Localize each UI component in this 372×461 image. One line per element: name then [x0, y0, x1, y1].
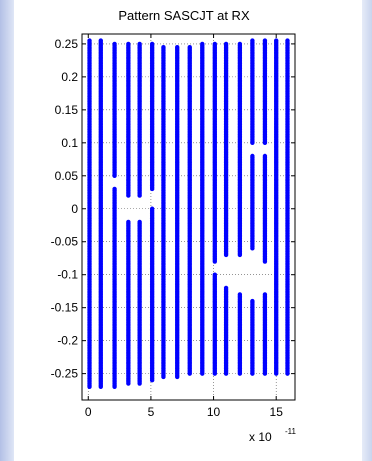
data-points [87, 38, 290, 390]
data-point [237, 41, 243, 47]
data-point [212, 41, 218, 47]
y-tick-label: 0.05 [55, 169, 79, 183]
data-point [161, 44, 166, 50]
data-point [223, 41, 229, 47]
data-point [175, 44, 180, 50]
data-point [262, 153, 268, 159]
data-point [149, 41, 155, 47]
right-window-edge [362, 0, 372, 461]
x-tick-label: 15 [270, 405, 284, 419]
data-point [187, 44, 192, 50]
y-tick-label: -0.25 [51, 367, 79, 381]
data-point [285, 38, 290, 43]
y-tick-label: -0.2 [57, 334, 78, 348]
data-point [126, 41, 131, 47]
data-point [262, 292, 268, 297]
data-point [250, 298, 255, 304]
y-tick-label: -0.15 [51, 301, 79, 315]
data-point [112, 186, 117, 192]
y-tick-label: 0.25 [55, 37, 79, 51]
data-point [212, 272, 218, 277]
plot-border [81, 33, 296, 401]
y-tick-label: -0.1 [57, 268, 78, 282]
y-tick-label: -0.05 [51, 235, 79, 249]
data-point [237, 292, 243, 297]
data-point [126, 219, 131, 225]
data-point [250, 38, 255, 43]
x-tick-label: 10 [207, 405, 221, 419]
data-point [137, 41, 142, 47]
x-tick-label: 5 [148, 405, 155, 419]
data-point [137, 219, 142, 225]
data-point [200, 41, 205, 47]
data-point [274, 38, 279, 43]
data-point [98, 38, 103, 43]
data-point [87, 38, 92, 43]
data-point [112, 41, 117, 47]
data-point [223, 285, 229, 291]
x-axis-exponent-base: x 10 [249, 430, 272, 444]
left-window-edge [0, 0, 14, 461]
x-tick-label: 0 [85, 405, 92, 419]
y-tick-label: 0 [71, 202, 78, 216]
chart-title: Pattern SASCJT at RX [118, 8, 250, 23]
y-tick-label: 0.2 [61, 70, 78, 84]
y-tick-label: 0.15 [55, 103, 79, 117]
data-point [262, 38, 268, 43]
x-axis-exponent-power: -11 [285, 427, 297, 436]
data-point [250, 153, 255, 159]
axes: 0 5 10 15 0.25 0.2 0.15 0.1 0.05 0 -0.05 -0.1 -0.15 -… [51, 33, 296, 419]
y-tick-label: 0.1 [61, 136, 78, 150]
data-point [149, 206, 155, 211]
